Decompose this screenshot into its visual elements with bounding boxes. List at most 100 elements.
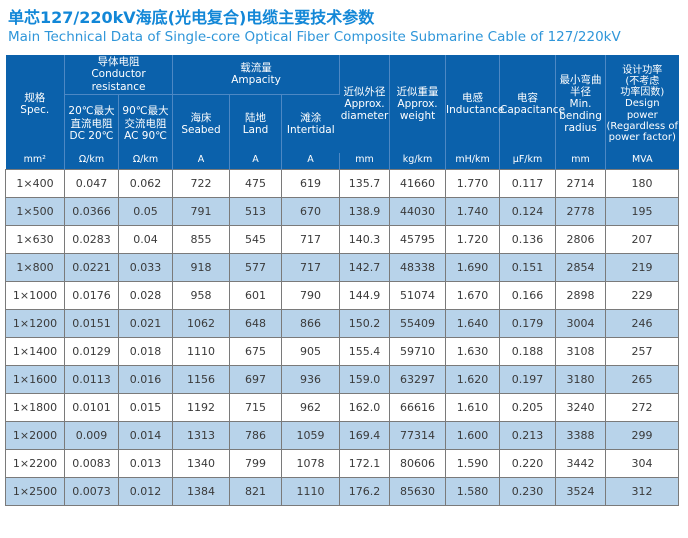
value-cell: 918	[172, 252, 231, 282]
value-cell: 2898	[555, 280, 607, 310]
value-cell: 790	[281, 280, 341, 310]
spec-cell: 1×1000	[5, 280, 65, 310]
value-cell: 63297	[389, 364, 447, 394]
spec-cell: 1×400	[5, 168, 65, 198]
value-cell: 155.4	[339, 336, 391, 366]
value-cell: 0.009	[64, 420, 119, 450]
value-cell: 670	[281, 196, 341, 226]
unit-cell: mm²	[5, 152, 65, 170]
value-cell: 0.124	[499, 196, 557, 226]
col-header-conductor-resistance: 导体电阻 Conductor resistance	[64, 55, 174, 95]
value-cell: 0.0176	[64, 280, 119, 310]
value-cell: 722	[172, 168, 231, 198]
value-cell: 1110	[281, 476, 341, 506]
value-cell: 962	[281, 392, 341, 422]
col-header-ampacity: 载流量 Ampacity	[172, 55, 341, 95]
value-cell: 0.151	[499, 252, 557, 282]
table-row: 1×2000 0.009 0.014 1313 786 1059 169.4 77314 1.6…	[5, 420, 680, 450]
value-cell: 150.2	[339, 308, 391, 338]
value-cell: 1.720	[445, 224, 501, 254]
value-cell: 0.062	[117, 168, 174, 198]
col-header-seabed: 海床 Seabed	[172, 94, 231, 153]
value-cell: 0.015	[117, 392, 174, 422]
value-cell: 601	[229, 280, 283, 310]
value-cell: 717	[281, 252, 341, 282]
value-cell: 59710	[389, 336, 447, 366]
value-cell: 2778	[555, 196, 607, 226]
table-row: 1×800 0.0221 0.033 918 577 717 142.7 48338 1.690…	[5, 252, 680, 282]
spec-cell: 1×2000	[5, 420, 65, 450]
value-cell: 272	[605, 392, 680, 422]
col-header-inductance: 电感 Inductance	[445, 55, 504, 153]
table-row: 1×2500 0.0073 0.012 1384 821 1110 176.2 85630 1.…	[5, 476, 680, 506]
unit-cell: Ω/km	[64, 152, 119, 170]
value-cell: 905	[281, 336, 341, 366]
col-header-design-power: 设计功率 (不考虑 功率因数) Design power (Regardless…	[605, 55, 679, 153]
value-cell: 176.2	[339, 476, 391, 506]
value-cell: 140.3	[339, 224, 391, 254]
value-cell: 648	[229, 308, 283, 338]
value-cell: 142.7	[339, 252, 391, 282]
col-header-intertidal: 滩涂 Intertidal	[281, 94, 340, 153]
value-cell: 1078	[281, 448, 341, 478]
value-cell: 3388	[555, 420, 607, 450]
value-cell: 0.213	[499, 420, 557, 450]
unit-cell: A	[229, 152, 283, 170]
value-cell: 697	[229, 364, 283, 394]
value-cell: 48338	[389, 252, 447, 282]
value-cell: 0.0283	[64, 224, 119, 254]
unit-cell: mm	[339, 152, 391, 170]
value-cell: 180	[605, 168, 680, 198]
value-cell: 0.016	[117, 364, 174, 394]
value-cell: 0.028	[117, 280, 174, 310]
value-cell: 1110	[172, 336, 231, 366]
value-cell: 172.1	[339, 448, 391, 478]
value-cell: 1340	[172, 448, 231, 478]
value-cell: 958	[172, 280, 231, 310]
spec-cell: 1×630	[5, 224, 65, 254]
table-row: 1×1200 0.0151 0.021 1062 648 866 150.2 55409 1.6…	[5, 308, 680, 338]
value-cell: 475	[229, 168, 283, 198]
value-cell: 0.05	[117, 196, 174, 226]
spec-cell: 1×2200	[5, 448, 65, 478]
value-cell: 2854	[555, 252, 607, 282]
value-cell: 1.630	[445, 336, 501, 366]
value-cell: 1.620	[445, 364, 501, 394]
value-cell: 219	[605, 252, 680, 282]
spec-cell: 1×800	[5, 252, 65, 282]
value-cell: 0.230	[499, 476, 557, 506]
value-cell: 715	[229, 392, 283, 422]
table-row: 1×630 0.0283 0.04 855 545 717 140.3 45795 1.720 0…	[5, 224, 680, 254]
value-cell: 41660	[389, 168, 447, 198]
unit-cell: kg/km	[389, 152, 447, 170]
value-cell: 45795	[389, 224, 447, 254]
spec-cell: 1×1800	[5, 392, 65, 422]
value-cell: 0.0113	[64, 364, 119, 394]
spec-cell: 1×1200	[5, 308, 65, 338]
value-cell: 675	[229, 336, 283, 366]
value-cell: 0.04	[117, 224, 174, 254]
value-cell: 162.0	[339, 392, 391, 422]
header-group-row: 规格 Spec. 导体电阻 Conductor resistance 载流量 A…	[5, 55, 679, 153]
value-cell: 799	[229, 448, 283, 478]
value-cell: 866	[281, 308, 341, 338]
value-cell: 144.9	[339, 280, 391, 310]
value-cell: 0.220	[499, 448, 557, 478]
value-cell: 159.0	[339, 364, 391, 394]
value-cell: 0.0366	[64, 196, 119, 226]
value-cell: 2714	[555, 168, 607, 198]
value-cell: 1.690	[445, 252, 501, 282]
value-cell: 0.012	[117, 476, 174, 506]
value-cell: 229	[605, 280, 680, 310]
value-cell: 135.7	[339, 168, 391, 198]
value-cell: 1.610	[445, 392, 501, 422]
value-cell: 0.033	[117, 252, 174, 282]
spec-cell: 1×2500	[5, 476, 65, 506]
value-cell: 207	[605, 224, 680, 254]
value-cell: 3004	[555, 308, 607, 338]
value-cell: 1.670	[445, 280, 501, 310]
value-cell: 821	[229, 476, 283, 506]
value-cell: 80606	[389, 448, 447, 478]
value-cell: 1.640	[445, 308, 501, 338]
